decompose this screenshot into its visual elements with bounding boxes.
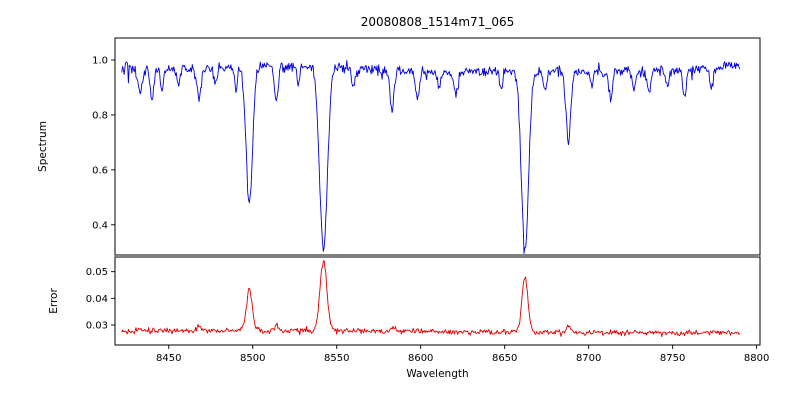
x-axis-label: Wavelength: [406, 368, 468, 380]
spectrum-y-axis-label: Spectrum: [37, 121, 49, 172]
x-tick-label: 8650: [492, 353, 517, 364]
x-tick-label: 8500: [240, 353, 265, 364]
x-tick-label: 8800: [744, 353, 769, 364]
error-axes-frame: [114, 256, 761, 346]
y-tick-label: 0.6: [92, 165, 108, 176]
error-y-axis-label: Error: [48, 288, 60, 314]
y-tick-label: 0.04: [86, 294, 108, 305]
chart-title: 20080808_1514m71_065: [361, 15, 514, 29]
spectrum-line: [121, 59, 741, 254]
error-line: [121, 260, 741, 338]
plot-content: 8450 8500 8550 8600 8650 8700 8750 8800 0.4 0.6 0.…: [86, 55, 770, 364]
y-tick-label: 0.03: [86, 321, 108, 332]
x-tick-label: 8600: [408, 353, 433, 364]
y-tick-label: 0.8: [92, 110, 108, 121]
x-tick-label: 8550: [324, 353, 349, 364]
spectrum-axes-frame: [114, 37, 761, 256]
x-tick-label: 8750: [660, 353, 685, 364]
y-tick-label: 1.0: [92, 55, 108, 66]
y-tick-label: 0.05: [86, 267, 108, 278]
y-tick-label: 0.4: [92, 220, 108, 231]
x-tick-label: 8700: [576, 353, 601, 364]
x-tick-label: 8450: [156, 353, 181, 364]
